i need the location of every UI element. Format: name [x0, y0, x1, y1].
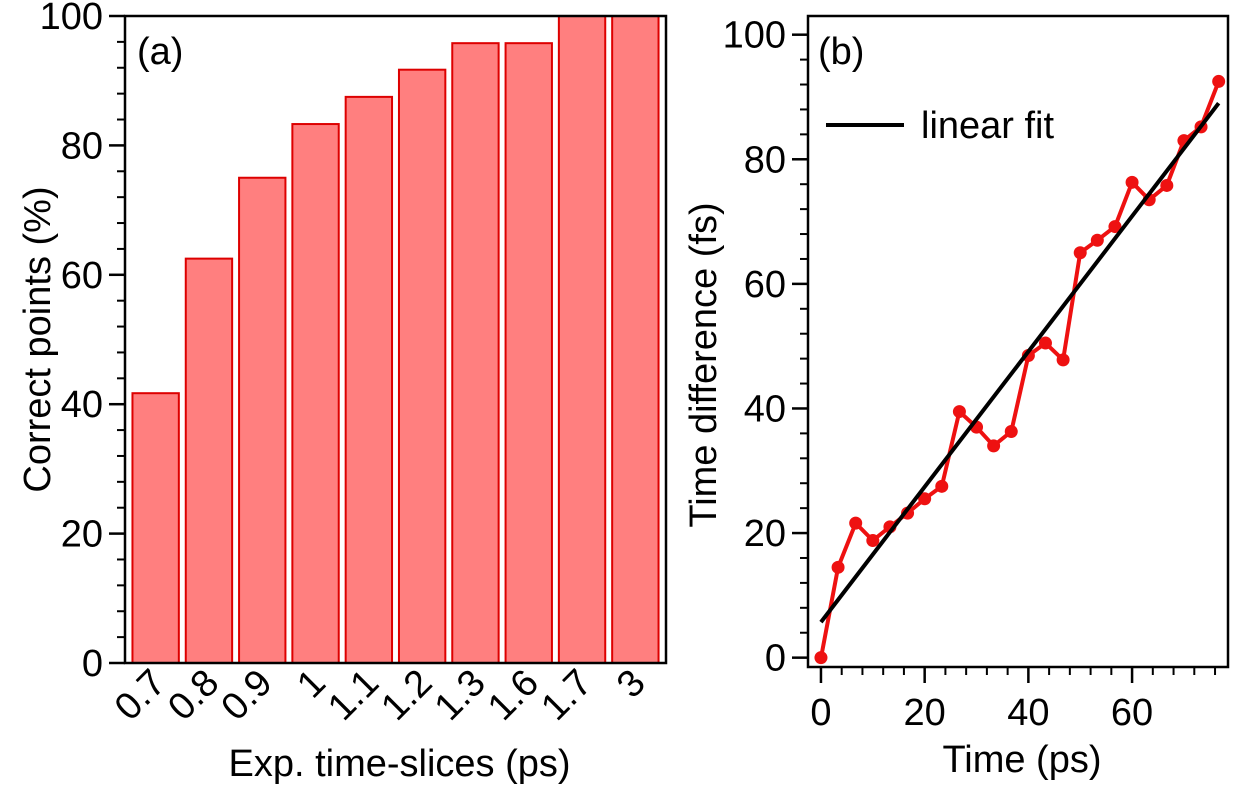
y-tick-label: 0	[765, 638, 786, 680]
data-point	[1056, 353, 1070, 367]
panel-a-y-axis-label: Correct points (%)	[17, 186, 59, 492]
bar	[557, 15, 607, 664]
y-tick-label: 60	[744, 264, 786, 306]
data-series-line	[819, 80, 1221, 659]
bar	[344, 95, 394, 664]
panel-b-frame	[806, 14, 1230, 669]
x-tick-label: 60	[1111, 692, 1153, 734]
data-point	[1038, 336, 1052, 350]
panel-a-x-axis-label: Exp. time-slices (ps)	[228, 743, 570, 785]
data-point	[1108, 220, 1122, 234]
panel-a-x-axis: 0.70.80.9 11.11.21.31.61.7 3	[107, 662, 654, 729]
y-tick-label: 100	[40, 0, 103, 38]
y-tick-label: 20	[744, 513, 786, 555]
data-point	[918, 492, 932, 506]
x-tick-label: 40	[1007, 692, 1049, 734]
y-tick-label: 80	[61, 125, 103, 167]
data-point	[1004, 425, 1018, 439]
y-tick-label: 40	[744, 388, 786, 430]
data-point	[866, 534, 880, 548]
y-tick-label: 100	[723, 15, 786, 57]
data-point	[1125, 175, 1139, 189]
data-point	[1090, 233, 1104, 247]
data-point	[814, 651, 828, 665]
panel-a-bars	[131, 15, 660, 665]
data-point	[935, 479, 949, 493]
data-point	[987, 439, 1001, 453]
panel-a-y-axis: 0 20 40 60 80 100	[40, 0, 125, 685]
x-tick-label: 0	[810, 692, 831, 734]
bar	[504, 42, 553, 664]
y-tick-label: 60	[61, 255, 103, 297]
x-tick-label: 3	[609, 662, 654, 707]
panel-b-y-axis-label: Time difference (fs)	[683, 202, 725, 527]
panel-a-frame	[123, 14, 668, 665]
bar	[611, 15, 660, 664]
data-point	[831, 560, 845, 574]
data-point	[1073, 246, 1087, 260]
bar	[184, 257, 234, 664]
data-point	[1212, 74, 1226, 88]
x-tick-label: 1.7	[533, 662, 600, 729]
bar	[291, 123, 340, 664]
panel-b-x-axis: 0 20 40 60	[810, 667, 1217, 734]
data-point	[849, 516, 863, 530]
panel-b-y-axis: 0 20 40 60 80 100	[723, 15, 808, 680]
y-tick-label: 20	[61, 514, 103, 556]
panel-b-line-chart: 0 20 40 60 80 100 0 20 40 60 (b) linear fit Time…	[683, 14, 1230, 781]
bar	[238, 176, 287, 664]
bar	[397, 68, 447, 665]
data-point	[1160, 178, 1174, 192]
panel-b-x-axis-label: Time (ps)	[942, 739, 1101, 781]
y-tick-label: 0	[82, 643, 103, 685]
legend-linear-fit-label: linear fit	[921, 105, 1054, 147]
y-tick-label: 40	[61, 384, 103, 426]
panel-b-legend: linear fit	[826, 105, 1054, 147]
bar	[131, 392, 180, 664]
x-tick-label: 0.9	[214, 662, 281, 729]
panel-b-label: (b)	[818, 31, 864, 73]
data-point	[952, 405, 966, 419]
x-tick-label: 20	[904, 692, 946, 734]
bar	[451, 42, 500, 664]
y-tick-label: 80	[744, 139, 786, 181]
linear-fit-line	[819, 101, 1221, 624]
panel-b-series	[814, 74, 1226, 665]
panel-a-label: (a)	[137, 31, 183, 73]
